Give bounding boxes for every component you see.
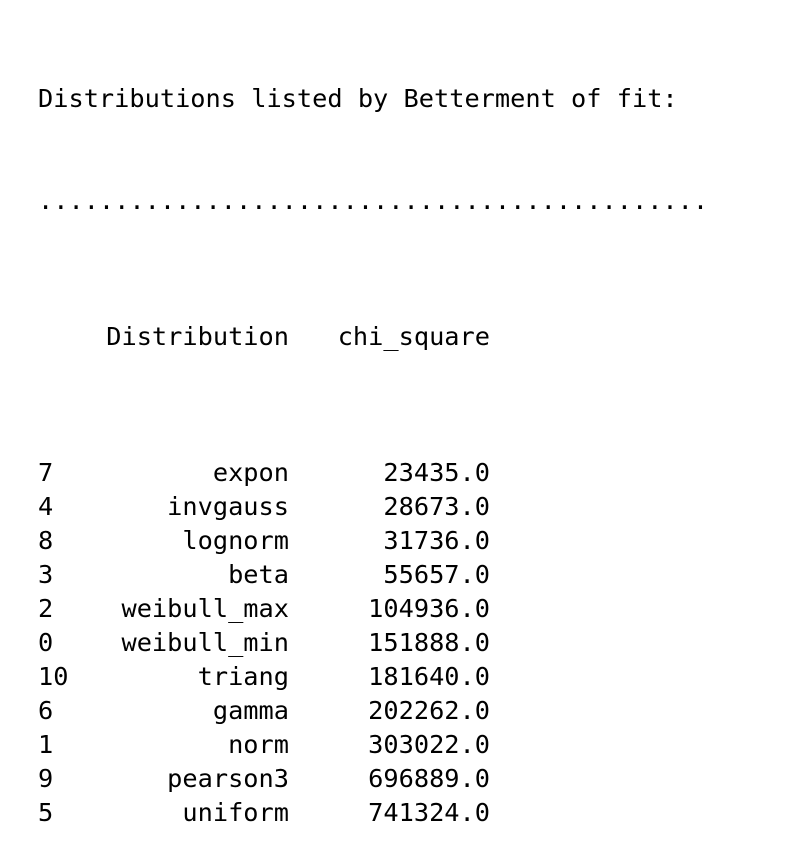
table-row: 8 lognorm 31736.0 — [38, 524, 778, 558]
row-index: 0 — [38, 628, 54, 657]
table-row: 9 pearson3 696889.0 — [38, 762, 778, 796]
distribution-name: weibull_max — [121, 594, 289, 623]
distribution-name: beta — [228, 560, 289, 589]
row-index: 5 — [38, 798, 54, 827]
table-row: 6 gamma 202262.0 — [38, 694, 778, 728]
row-index: 3 — [38, 560, 54, 589]
row-index: 8 — [38, 526, 54, 555]
distribution-name: triang — [197, 662, 289, 691]
chi-square-value: 151888.0 — [368, 628, 490, 657]
distribution-name: weibull_min — [121, 628, 289, 657]
table-row: 10 triang 181640.0 — [38, 660, 778, 694]
chi-square-value: 181640.0 — [368, 662, 490, 691]
distribution-name: norm — [228, 730, 289, 759]
table-row: 3 beta 55657.0 — [38, 558, 778, 592]
chi-square-value: 696889.0 — [368, 764, 490, 793]
chi-square-value: 741324.0 — [368, 798, 490, 827]
distribution-name: lognorm — [182, 526, 289, 555]
distribution-name: invgauss — [167, 492, 289, 521]
column-header-distribution: Distribution — [106, 322, 289, 351]
table-row: 2 weibull_max 104936.0 — [38, 592, 778, 626]
table-row: 7 expon 23435.0 — [38, 456, 778, 490]
table-header: Distribution chi_square — [38, 320, 778, 354]
row-index: 2 — [38, 594, 54, 623]
row-index: 1 — [38, 730, 54, 759]
row-index: 4 — [38, 492, 54, 521]
distribution-name: gamma — [212, 696, 289, 725]
distribution-name: expon — [212, 458, 289, 487]
chi-square-value: 28673.0 — [383, 492, 490, 521]
row-index: 9 — [38, 764, 54, 793]
table-row: 5 uniform 741324.0 — [38, 796, 778, 830]
distribution-name: pearson3 — [167, 764, 289, 793]
column-header-chi-square: chi_square — [337, 322, 490, 351]
chi-square-value: 104936.0 — [368, 594, 490, 623]
row-index: 6 — [38, 696, 54, 725]
table-row: 0 weibull_min 151888.0 — [38, 626, 778, 660]
console-output: Distributions listed by Betterment of fi… — [38, 14, 778, 864]
table-row: 4 invgauss 28673.0 — [38, 490, 778, 524]
chi-square-value: 31736.0 — [383, 526, 490, 555]
chi-square-value: 55657.0 — [383, 560, 490, 589]
table-body: 7 expon 23435.0 4 invgauss 28673.0 8 lognorm 317… — [38, 456, 778, 830]
table-row: 1 norm 303022.0 — [38, 728, 778, 762]
row-index: 7 — [38, 458, 54, 487]
row-index: 10 — [38, 662, 69, 691]
chi-square-value: 23435.0 — [383, 458, 490, 487]
output-heading: Distributions listed by Betterment of fi… — [38, 84, 678, 113]
separator-line: ........................................… — [38, 186, 709, 215]
chi-square-value: 202262.0 — [368, 696, 490, 725]
chi-square-value: 303022.0 — [368, 730, 490, 759]
distribution-name: uniform — [182, 798, 289, 827]
